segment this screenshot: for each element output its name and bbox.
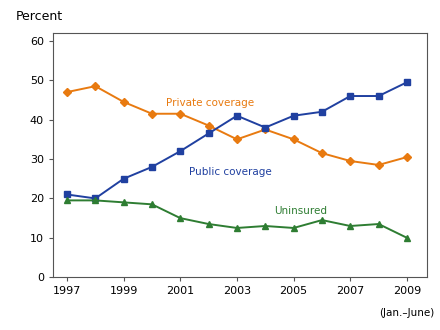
Text: Private coverage: Private coverage <box>166 98 254 108</box>
Text: (Jan.–June): (Jan.–June) <box>379 308 435 318</box>
Text: Percent: Percent <box>15 10 62 23</box>
Text: Uninsured: Uninsured <box>274 206 327 216</box>
Text: Public coverage: Public coverage <box>189 167 271 177</box>
